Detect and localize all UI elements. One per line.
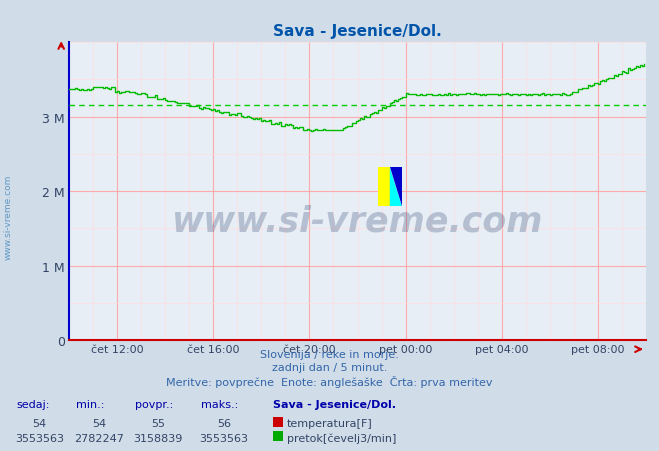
Text: Meritve: povprečne  Enote: anglešaške  Črta: prva meritev: Meritve: povprečne Enote: anglešaške Črt…: [166, 375, 493, 387]
Text: www.si-vreme.com: www.si-vreme.com: [3, 174, 13, 259]
FancyBboxPatch shape: [378, 168, 390, 207]
Text: www.si-vreme.com: www.si-vreme.com: [172, 204, 543, 239]
Text: povpr.:: povpr.:: [135, 399, 173, 409]
Text: 56: 56: [217, 419, 231, 428]
Polygon shape: [390, 168, 402, 207]
Text: pretok[čevelj3/min]: pretok[čevelj3/min]: [287, 433, 396, 443]
Text: 3553563: 3553563: [15, 433, 64, 443]
Polygon shape: [390, 168, 402, 207]
Text: 54: 54: [92, 419, 106, 428]
Text: maks.:: maks.:: [201, 399, 239, 409]
Text: 3553563: 3553563: [200, 433, 248, 443]
Text: 3158839: 3158839: [134, 433, 183, 443]
Text: Slovenija / reke in morje.: Slovenija / reke in morje.: [260, 350, 399, 359]
Text: 2782247: 2782247: [74, 433, 124, 443]
Text: zadnji dan / 5 minut.: zadnji dan / 5 minut.: [272, 362, 387, 372]
Text: temperatura[F]: temperatura[F]: [287, 419, 372, 428]
Text: sedaj:: sedaj:: [16, 399, 50, 409]
Text: 54: 54: [32, 419, 47, 428]
Text: Sava - Jesenice/Dol.: Sava - Jesenice/Dol.: [273, 399, 397, 409]
Text: min.:: min.:: [76, 399, 104, 409]
Title: Sava - Jesenice/Dol.: Sava - Jesenice/Dol.: [273, 24, 442, 39]
Text: 55: 55: [151, 419, 165, 428]
